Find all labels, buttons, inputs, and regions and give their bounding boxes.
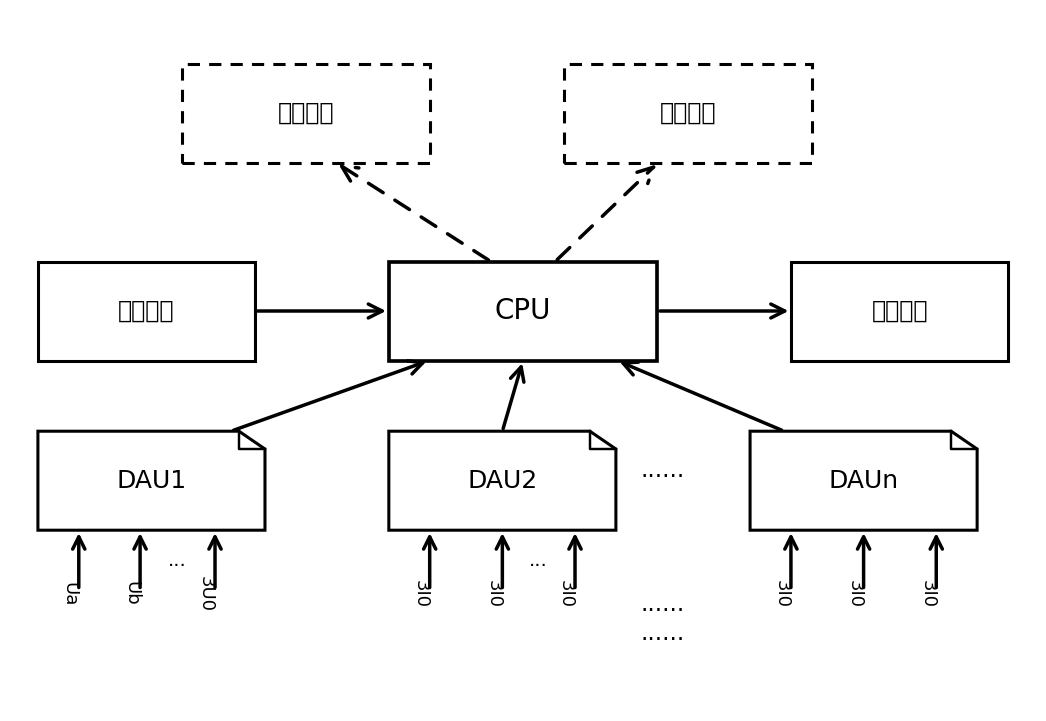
Text: ......: ...... — [640, 621, 684, 645]
Text: Ub: Ub — [122, 581, 140, 606]
Text: 当地设置: 当地设置 — [118, 299, 175, 323]
Text: ......: ...... — [640, 458, 684, 482]
Polygon shape — [750, 431, 977, 530]
Text: 3I0: 3I0 — [412, 580, 430, 608]
Polygon shape — [389, 431, 616, 530]
Bar — [38, 262, 254, 360]
Text: DAU1: DAU1 — [116, 469, 186, 492]
Text: 3I0: 3I0 — [918, 580, 936, 608]
Text: 当地结果: 当地结果 — [871, 299, 928, 323]
Text: DAU2: DAU2 — [468, 469, 538, 492]
Text: 3U0: 3U0 — [197, 576, 215, 612]
Text: Ua: Ua — [61, 582, 78, 606]
Text: 上级主站: 上级主站 — [278, 101, 335, 125]
Text: ...: ... — [168, 551, 187, 570]
Text: ...: ... — [529, 551, 548, 570]
Bar — [564, 63, 812, 162]
Bar — [182, 63, 430, 162]
Text: ......: ...... — [640, 593, 684, 616]
Text: DAUn: DAUn — [828, 469, 899, 492]
Polygon shape — [38, 431, 265, 530]
Text: 3I0: 3I0 — [773, 580, 791, 608]
Bar — [792, 262, 1008, 360]
Bar — [389, 262, 657, 360]
Text: CPU: CPU — [495, 297, 551, 325]
Text: 远方设备: 远方设备 — [660, 101, 717, 125]
Text: 3I0: 3I0 — [558, 580, 575, 608]
Text: 3I0: 3I0 — [484, 580, 502, 608]
Text: 3I0: 3I0 — [845, 580, 864, 608]
